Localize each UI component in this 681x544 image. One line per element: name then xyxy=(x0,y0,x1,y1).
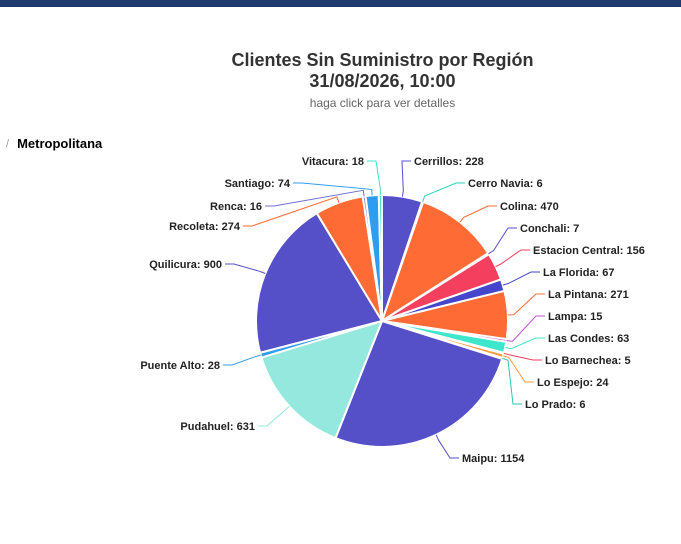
data-label-cerro-navia: Cerro Navia: 6 xyxy=(468,178,543,190)
data-label-la-florida: La Florida: 67 xyxy=(543,267,615,279)
chart-title-block: Clientes Sin Suministro por Región 31/08… xyxy=(0,50,681,110)
connector-la-florida xyxy=(502,271,540,286)
connector-colina xyxy=(459,205,497,223)
breadcrumb-current[interactable]: Metropolitana xyxy=(17,136,103,151)
connector-estacion-central xyxy=(495,249,530,267)
pie-slice-pudahuel[interactable] xyxy=(260,320,383,440)
connector-la-pintana xyxy=(507,293,545,316)
connector-lo-espejo xyxy=(502,355,534,383)
data-label-estacion-central: Estacion Central: 156 xyxy=(533,245,645,257)
breadcrumb-separator: / xyxy=(6,137,10,150)
data-label-conchali: Conchali: 7 xyxy=(520,223,579,235)
data-label-colina: Colina: 470 xyxy=(500,201,559,213)
data-label-maipu: Maipu: 1154 xyxy=(462,453,525,465)
data-label-puente-alto: Puente Alto: 28 xyxy=(140,360,220,372)
data-labels: Cerrillos: 228 Cerro Navia: 6 Colina: 470 C… xyxy=(140,156,645,465)
pie-slice-maipu[interactable] xyxy=(334,320,504,448)
connector-pudahuel xyxy=(258,405,290,427)
data-label-la-pintana: La Pintana: 271 xyxy=(548,289,629,301)
data-label-santiago: Santiago: 74 xyxy=(225,178,291,190)
connector-maipu xyxy=(435,434,459,459)
data-label-vitacura: Vitacura: 18 xyxy=(302,156,364,168)
top-banner xyxy=(0,0,681,7)
connector-lo-barnechea xyxy=(503,352,542,361)
connector-cerro-navia xyxy=(422,182,465,202)
data-label-cerrillos: Cerrillos: 228 xyxy=(414,156,484,168)
connector-lampa xyxy=(506,315,545,342)
connector-conchali xyxy=(488,227,517,255)
data-label-quilicura: Quilicura: 900 xyxy=(149,259,222,271)
connector-vitacura xyxy=(367,160,381,196)
chart-subtitle: haga click para ver detalles xyxy=(309,96,456,110)
connector-las-condes xyxy=(505,337,545,350)
data-label-pudahuel: Pudahuel: 631 xyxy=(180,421,255,433)
connector-renca xyxy=(265,189,365,207)
data-label-renca: Renca: 16 xyxy=(210,201,262,213)
chart-timestamp: 31/08/2026, 10:00 xyxy=(309,71,456,91)
connector-puente-alto xyxy=(223,354,261,366)
data-label-recoleta: Recoleta: 274 xyxy=(169,221,241,233)
data-label-lo-espejo: Lo Espejo: 24 xyxy=(537,377,609,389)
pie-slices xyxy=(255,193,509,448)
pie-slice-vitacura[interactable] xyxy=(377,193,383,322)
data-label-lampa: Lampa: 15 xyxy=(548,311,602,323)
connector-cerrillos xyxy=(401,160,411,197)
data-label-lo-barnechea: Lo Barnechea: 5 xyxy=(545,355,631,367)
label-connectors xyxy=(223,160,545,459)
connector-recoleta xyxy=(243,196,340,227)
connector-quilicura xyxy=(225,263,266,274)
chart-title: Clientes Sin Suministro por Región xyxy=(231,50,534,70)
connector-santiago xyxy=(293,182,373,196)
connector-lo-prado xyxy=(502,357,522,405)
breadcrumb: / Metropolitana xyxy=(6,136,102,151)
data-label-las-condes: Las Condes: 63 xyxy=(548,333,629,345)
data-label-lo-prado: Lo Prado: 6 xyxy=(525,399,586,411)
